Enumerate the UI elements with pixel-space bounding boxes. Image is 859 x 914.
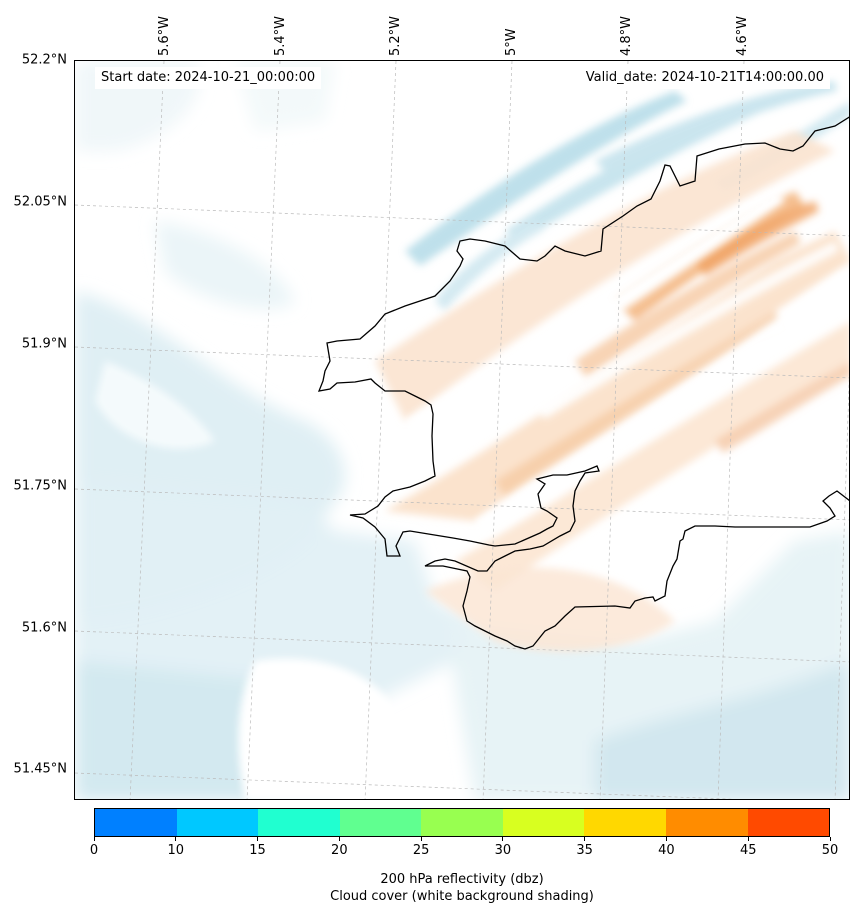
- colorbar-segment: [584, 809, 666, 836]
- colorbar-tick: [584, 837, 586, 841]
- clear-sky-areas: [95, 361, 395, 799]
- colorbar-tick-label: 50: [821, 843, 839, 858]
- colorbar-segment: [502, 809, 585, 836]
- colorbar-tick-label: 45: [739, 843, 757, 858]
- colorbar-tick: [502, 837, 504, 841]
- lat-label-52-05: 52.05°N: [13, 194, 67, 210]
- lat-label-51-9: 51.9°N: [21, 336, 67, 352]
- colorbar-segment: [95, 809, 177, 836]
- lon-label-4-6w: 4.6°W: [735, 15, 750, 56]
- colorbar-tick-label: 15: [249, 843, 266, 858]
- colorbar: [94, 808, 830, 837]
- colorbar-tick: [829, 837, 831, 841]
- start-date-label: Start date: 2024-10-21_00:00:00: [95, 67, 322, 89]
- colorbar-tick: [665, 837, 667, 841]
- colorbar-segment: [176, 809, 259, 836]
- valid-date-label: Valid_date: 2024-10-21T14:00:00.00: [579, 67, 830, 89]
- colorbar-label: 200 hPa reflectivity (dbz) Cloud cover (…: [0, 871, 859, 905]
- colorbar-tick-label: 0: [89, 843, 99, 858]
- colorbar-tick: [747, 837, 749, 841]
- colorbar-tick-label: 10: [167, 843, 185, 858]
- lon-label-4-8w: 4.8°W: [619, 15, 634, 56]
- lon-label-5-4w: 5.4°W: [273, 15, 288, 56]
- reflectivity-shading: [375, 131, 849, 652]
- colorbar-tick: [420, 837, 422, 841]
- colorbar-label-line1: 200 hPa reflectivity (dbz): [380, 872, 544, 887]
- lat-label-51-6: 51.6°N: [21, 620, 67, 636]
- colorbar-segment: [421, 809, 503, 836]
- lon-label-5w: 5°W: [504, 28, 519, 56]
- colorbar-tick-label: 30: [494, 843, 512, 858]
- coastline: [317, 116, 849, 650]
- colorbar-tick: [175, 837, 177, 841]
- colorbar-segment: [747, 809, 830, 836]
- colorbar-tick: [257, 837, 259, 841]
- lon-label-5-6w: 5.6°W: [157, 15, 172, 56]
- lat-label-52-2: 52.2°N: [21, 52, 67, 68]
- lat-label-51-75: 51.75°N: [13, 478, 67, 494]
- colorbar-tick-label: 40: [658, 843, 675, 858]
- lat-label-51-45: 51.45°N: [13, 761, 67, 777]
- colorbar-tick: [93, 837, 95, 841]
- colorbar-segment: [339, 809, 422, 836]
- colorbar-tick: [338, 837, 340, 841]
- colorbar-tick-label: 20: [331, 843, 348, 858]
- colorbar-segment: [665, 809, 748, 836]
- map-panel: [74, 60, 850, 800]
- map-canvas: [75, 61, 849, 799]
- lon-label-5-2w: 5.2°W: [388, 15, 403, 56]
- colorbar-tick-label: 35: [576, 843, 593, 858]
- colorbar-label-line2: Cloud cover (white background shading): [330, 889, 594, 904]
- colorbar-segment: [258, 809, 340, 836]
- colorbar-tick-label: 25: [412, 843, 430, 858]
